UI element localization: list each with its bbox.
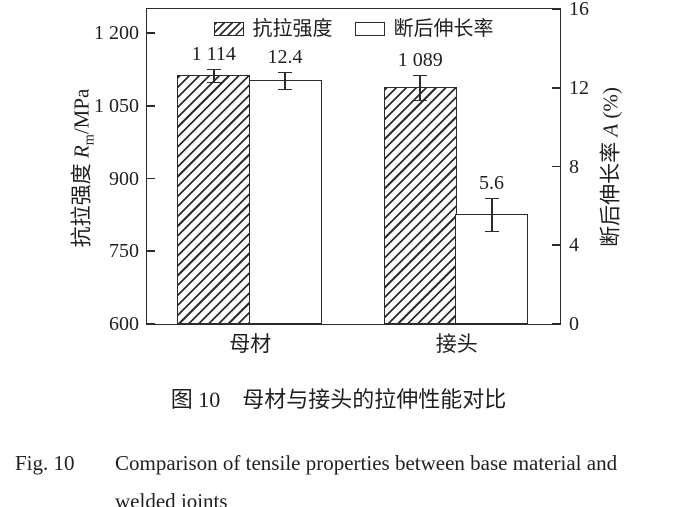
left-axis-tick-label: 1 200	[94, 22, 139, 45]
value-label-tensile-strength: 1 114	[191, 43, 236, 66]
right-axis-tick-label: 12	[569, 76, 589, 99]
error-bar-tensile-strength	[206, 69, 221, 83]
left-axis-tick-label: 750	[109, 240, 139, 263]
left-axis-variable: R	[69, 145, 94, 159]
legend-swatch-plain	[354, 22, 385, 36]
left-axis-tick	[147, 323, 155, 325]
caption-english-body: Comparison of tensile properties between…	[115, 444, 617, 507]
plot-area: 600 750 900 1 050 1 200 0 4 8 12 16 1 114 12.4 母材 1 0…	[94, 0, 589, 355]
left-axis-tick-label: 900	[109, 167, 139, 190]
right-axis-tick-label: 16	[569, 0, 589, 20]
legend-swatch-hatched	[213, 22, 244, 36]
left-axis-tick	[147, 177, 155, 180]
value-label-elongation: 5.6	[479, 172, 505, 194]
error-bar-elongation	[278, 72, 293, 90]
left-axis-title-text: 抗拉强度 Rm/MPa	[69, 88, 98, 248]
value-label-tensile-strength: 1 089	[397, 48, 443, 71]
value-label-elongation: 12.4	[267, 46, 303, 68]
left-axis-tick	[147, 250, 155, 253]
bar-elongation	[248, 79, 322, 324]
legend-label: 断后伸长率	[393, 18, 494, 40]
legend-item: 断后伸长率	[354, 18, 494, 40]
bar-tensile-strength	[383, 87, 457, 324]
left-axis-subscript: m	[81, 134, 98, 146]
bar-tensile-strength	[177, 74, 251, 324]
caption-english-line1: Comparison of tensile properties between…	[115, 451, 618, 475]
error-bar-tensile-strength	[413, 74, 428, 102]
category-label: 接头	[435, 332, 478, 356]
caption-english: Fig. 10 Comparison of tensile properties…	[15, 444, 617, 507]
legend-item: 抗拉强度	[213, 18, 333, 40]
right-axis-tick-label: 0	[569, 313, 579, 335]
left-axis-tick	[147, 32, 155, 35]
caption-chinese: 图 10 母材与接头的拉伸性能对比	[170, 387, 507, 412]
caption-english-line2: welded joints	[115, 489, 228, 507]
caption-english-prefix: Fig. 10	[15, 451, 75, 475]
left-axis-tick-label: 1 050	[94, 94, 139, 117]
right-axis-tick	[552, 323, 560, 325]
right-axis-tick	[552, 86, 560, 89]
right-axis-unit: (%)	[598, 87, 623, 124]
right-axis-title-cn: 断后伸长率	[598, 136, 623, 247]
legend-label: 抗拉强度	[252, 18, 333, 40]
left-axis-tick-label: 600	[109, 313, 139, 335]
left-axis-tick	[147, 105, 155, 107]
error-bar-elongation	[484, 198, 499, 232]
bar-elongation	[455, 213, 529, 324]
left-axis-unit: /MPa	[69, 88, 94, 135]
chart-legend: 抗拉强度 断后伸长率	[213, 18, 494, 40]
right-axis-tick-label: 4	[569, 234, 579, 257]
right-axis-tick	[552, 8, 560, 10]
right-axis-tick	[552, 244, 560, 247]
left-axis-title-cn: 抗拉强度	[69, 158, 94, 248]
category-label: 母材	[229, 332, 272, 356]
right-axis-title-text: 断后伸长率 A (%)	[598, 87, 625, 247]
right-axis-tick	[552, 165, 560, 168]
right-axis-variable: A	[598, 123, 623, 137]
right-axis-tick-label: 8	[569, 155, 579, 178]
